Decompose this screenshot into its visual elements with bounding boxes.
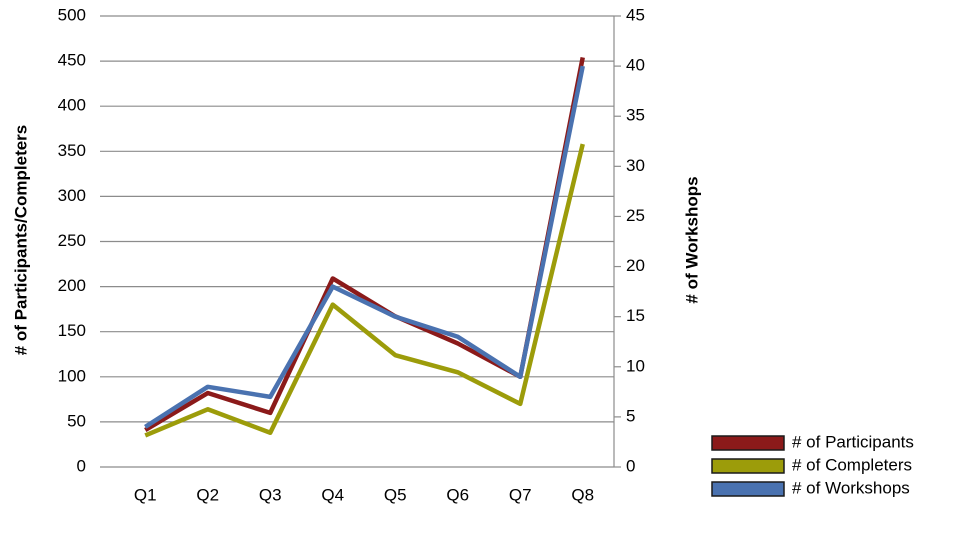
x-tick-label: Q5 (384, 485, 407, 504)
x-tick-label: Q8 (571, 485, 594, 504)
y2-tick-label: 5 (626, 406, 635, 425)
y2-tick-label: 35 (626, 106, 645, 125)
y-tick-label: 100 (58, 366, 86, 385)
x-tick-label: Q4 (321, 485, 344, 504)
y-tick-label: 350 (58, 141, 86, 160)
y-tick-label: 500 (58, 5, 86, 24)
y2-tick-label: 15 (626, 306, 645, 325)
y-tick-label: 200 (58, 276, 86, 295)
x-tick-label: Q6 (446, 485, 469, 504)
y2-tick-label: 10 (626, 356, 645, 375)
legend-label: # of Workshops (792, 478, 910, 497)
y-tick-label: 450 (58, 51, 86, 70)
x-tick-label: Q3 (259, 485, 282, 504)
series-line (144, 65, 585, 429)
y2-tick-label: 45 (626, 5, 645, 24)
x-tick-label: Q7 (509, 485, 532, 504)
series-line (144, 143, 585, 438)
y-tick-label: 0 (77, 456, 86, 475)
legend-label: # of Participants (792, 432, 914, 451)
y2-tick-label: 40 (626, 56, 645, 75)
x-tick-label: Q2 (196, 485, 219, 504)
y-tick-label: 150 (58, 321, 86, 340)
y2-tick-label: 20 (626, 256, 645, 275)
y-tick-label: 250 (58, 231, 86, 250)
legend-label: # of Completers (792, 455, 912, 474)
y2-tick-label: 25 (626, 206, 645, 225)
y-tick-label: 400 (58, 96, 86, 115)
legend-swatch (711, 458, 785, 474)
y-tick-label: 50 (67, 411, 86, 430)
y-tick-label: 300 (58, 186, 86, 205)
legend-swatch (711, 435, 785, 451)
y2-axis-title: # of Workshops (682, 176, 701, 303)
y-axis-title: # of Participants/Completers (11, 125, 30, 356)
y2-tick-label: 0 (626, 456, 635, 475)
x-tick-label: Q1 (134, 485, 157, 504)
legend-swatch (711, 481, 785, 497)
y2-tick-label: 30 (626, 156, 645, 175)
